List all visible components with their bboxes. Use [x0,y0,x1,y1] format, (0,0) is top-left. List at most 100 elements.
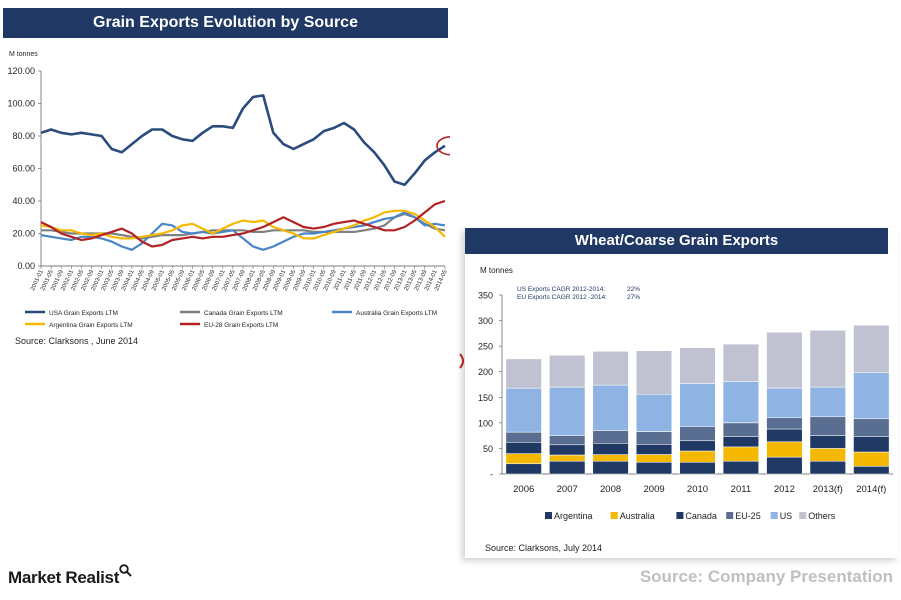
left-series-line-0 [40,94,446,187]
right-x-tick-label: 2006 [513,484,534,495]
cagr-annotation-label: US Exports CAGR 2012-2014: [517,286,605,293]
bar-segment-argentina [809,460,846,475]
bar-segment-eu-25 [853,418,890,437]
left-y-tick-label: 20.00 [12,229,35,239]
right-x-tick-label: 2013(f) [813,484,843,495]
bar-segment-us [766,387,803,419]
bar-segment-argentina [549,460,586,475]
right-legend-swatch [770,512,778,519]
left-y-tick-label: 80.00 [12,131,35,141]
bar-segment-canada [549,444,586,456]
bar-segment-us [809,386,846,418]
left-y-axis-label: M tonnes [9,51,38,58]
bar-segment-eu-25 [549,435,586,446]
bar-segment-australia [853,451,890,467]
bar-segment-canada [722,436,759,448]
brand-text: Market Realist [8,568,120,587]
bar-segment-australia [679,450,716,463]
right-legend-swatch [610,512,618,519]
company-source-credit: Source: Company Presentation [639,567,893,586]
red-marker-icon [459,353,464,369]
left-legend-label: Argentina Grain Exports LTM [49,322,133,329]
bar-segment-us [722,381,759,424]
bar-segment-canada [505,442,542,454]
left-legend-label: EU-28 Grain Exports LTM [204,322,278,329]
bar-segment-eu-25 [635,431,673,445]
bar-segment-australia [766,441,803,458]
right-y-tick-label: 250 [478,342,493,352]
right-y-axis-label: M tonnes [480,266,513,275]
market-realist-logo[interactable]: Market Realist [8,564,132,588]
bar-segment-eu-25 [505,431,542,443]
right-y-tick-label: - [490,470,493,480]
bar-segment-eu-25 [722,422,759,437]
right-legend-swatch [799,512,807,519]
right-y-tick-label: 150 [478,393,493,403]
right-x-tick-label: 2014(f) [856,484,886,495]
bar-segment-canada [766,428,803,443]
bar-segment-argentina [853,466,890,475]
right-y-tick-label: 350 [478,291,493,301]
right-y-tick-label: 100 [478,418,493,428]
bar-segment-argentina [635,461,673,475]
grain-exports-line-chart: M tonnes 120.00 100.00 80.00 60.00 40.00 20.00… [7,51,450,329]
bar-segment-eu-25 [809,416,846,436]
right-legend-swatch [726,512,734,519]
bar-segment-us [679,383,716,427]
bar-segment-us [505,387,542,433]
wheat-coarse-bar-chart: M tonnes US Exports CAGR 2012-2014: 22% EU … [478,266,893,521]
left-series-line-3 [40,209,446,240]
left-legend-label: Australia Grain Exports LTM [356,310,437,317]
bar-segment-eu-25 [592,430,629,444]
bar-segment-eu-25 [679,426,716,441]
bar-segment-others [679,347,716,384]
right-x-tick-label: 2007 [557,484,578,495]
right-legend-label: Canada [685,511,717,521]
bar-segment-australia [809,448,846,462]
right-legend-swatch [545,512,552,519]
bar-segment-others [549,355,586,388]
bar-segment-argentina [592,460,629,475]
right-x-tick-label: 2008 [600,484,621,495]
wheat-coarse-chart-panel: Wheat/Coarse Grain Exports M tonnes US Ex… [465,228,898,558]
bar-segment-canada [592,443,629,455]
bar-segment-others [592,351,629,386]
bar-segment-us [549,386,586,436]
right-legend-label: Others [808,511,836,521]
left-chart-title: Grain Exports Evolution by Source [3,8,448,38]
left-legend-label: USA Grain Exports LTM [49,310,118,317]
right-legend-label: EU-25 [735,511,761,521]
bar-segment-argentina [679,461,716,475]
bar-segment-canada [853,436,890,453]
bar-segment-others [809,330,846,388]
bar-segment-australia [505,453,542,464]
bar-segment-others [635,350,673,395]
left-series-line-2 [40,211,446,251]
left-chart-source: Source: Clarksons , June 2014 [15,336,139,346]
cagr-annotation-value: 27% [627,294,640,301]
right-legend-swatch [676,512,684,519]
right-y-tick-label: 50 [483,444,493,454]
right-x-tick-label: 2011 [731,484,751,495]
right-x-tick-label: 2009 [644,484,665,495]
right-x-tick-label: 2012 [774,484,795,495]
left-y-tick-label: 120.00 [7,66,35,76]
grain-exports-chart-panel: Grain Exports Evolution by Source M tonn… [3,8,450,353]
right-y-tick-label: 200 [478,367,493,377]
left-series-line-4 [40,199,446,248]
bar-segment-eu-25 [766,417,803,430]
right-chart-source: Source: Clarksons, July 2014 [485,543,603,553]
left-legend-label: Canada Grain Exports LTM [204,310,283,317]
left-y-tick-label: 0.00 [17,261,35,271]
right-legend-label: Argentina [554,511,593,521]
bar-segment-others [766,332,803,389]
right-legend-label: US [780,511,793,521]
bar-segment-canada [809,435,846,449]
right-x-tick-label: 2010 [687,484,708,495]
bar-segment-australia [635,454,673,463]
bar-segment-others [722,343,759,382]
right-y-tick-label: 300 [478,316,493,326]
right-legend-label: Australia [620,511,655,521]
left-y-tick-label: 60.00 [12,164,35,174]
bar-segment-canada [679,440,716,452]
